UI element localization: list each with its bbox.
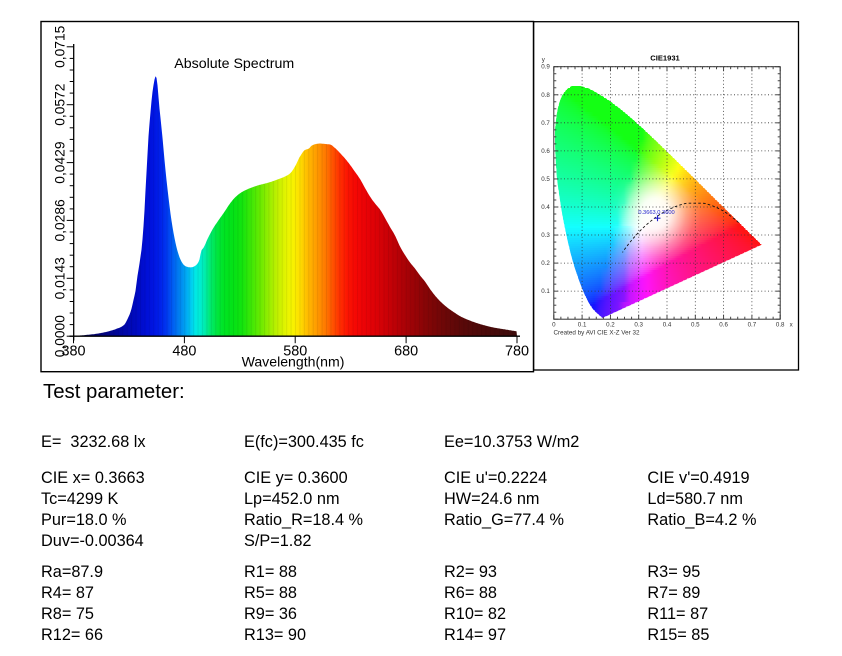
svg-text:0.8: 0.8: [541, 92, 550, 99]
svg-text:0,0286: 0,0286: [53, 199, 68, 242]
svg-text:480: 480: [172, 344, 196, 360]
svg-text:0.3: 0.3: [541, 232, 550, 239]
svg-text:0.7: 0.7: [541, 120, 550, 127]
svg-text:0.1: 0.1: [541, 288, 550, 295]
svg-text:0,0715: 0,0715: [53, 25, 68, 68]
svg-text:0.5: 0.5: [541, 176, 550, 183]
svg-text:780: 780: [505, 344, 529, 360]
svg-text:380: 380: [61, 344, 85, 360]
svg-text:0,0429: 0,0429: [53, 141, 68, 184]
svg-text:Absolute Spectrum: Absolute Spectrum: [174, 56, 294, 72]
svg-text:580: 580: [283, 344, 307, 360]
svg-text:0.6: 0.6: [541, 148, 550, 155]
svg-text:0.8: 0.8: [776, 322, 785, 329]
svg-text:0.9: 0.9: [541, 64, 550, 71]
svg-text:CIE1931: CIE1931: [650, 54, 680, 63]
svg-text:0.4: 0.4: [663, 322, 672, 329]
svg-text:y: y: [542, 57, 546, 64]
svg-text:0.5: 0.5: [691, 322, 700, 329]
svg-text:0,0000: 0,0000: [53, 315, 68, 358]
svg-text:0.2: 0.2: [541, 260, 550, 267]
svg-text:0.1: 0.1: [578, 322, 587, 329]
svg-text:0.6: 0.6: [719, 322, 728, 329]
svg-text:0.3663,0.3600: 0.3663,0.3600: [638, 210, 674, 216]
svg-text:0,0143: 0,0143: [53, 257, 68, 300]
svg-text:0.3: 0.3: [634, 322, 643, 329]
svg-text:0,0572: 0,0572: [53, 84, 68, 126]
svg-text:Created by AVI CIE X-Z Ver 32: Created by AVI CIE X-Z Ver 32: [554, 330, 640, 337]
svg-text:0: 0: [552, 322, 556, 329]
svg-text:Wavelength(nm): Wavelength(nm): [242, 354, 345, 370]
svg-text:0.4: 0.4: [541, 204, 550, 211]
svg-text:0.2: 0.2: [606, 322, 615, 329]
svg-text:0.7: 0.7: [748, 322, 757, 329]
svg-text:680: 680: [394, 344, 418, 360]
svg-text:x: x: [790, 322, 794, 329]
